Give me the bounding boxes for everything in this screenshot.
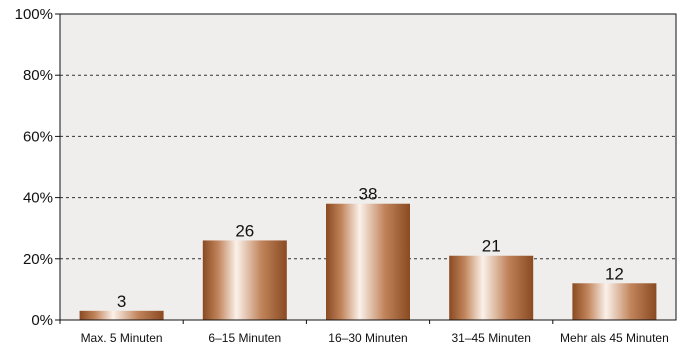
bar — [202, 240, 287, 320]
data-label: 21 — [482, 237, 501, 256]
y-tick-labels: 0% 20% 40% 60% 80% 100% — [15, 6, 53, 329]
axes — [55, 13, 677, 324]
y-tick-label: 0% — [31, 312, 53, 329]
bar — [326, 203, 410, 320]
data-label: 12 — [605, 264, 624, 283]
data-label: 3 — [117, 292, 126, 311]
y-tick-label: 100% — [15, 6, 53, 23]
data-label: 26 — [235, 221, 254, 240]
category-label: 6–15 Minuten — [208, 331, 281, 345]
category-label: 31–45 Minuten — [451, 331, 530, 345]
y-tick-label: 20% — [23, 251, 53, 268]
category-label: 16–30 Minuten — [328, 331, 407, 345]
bars — [79, 203, 657, 320]
bar — [449, 255, 534, 320]
y-tick-label: 80% — [23, 67, 53, 84]
data-label: 38 — [359, 185, 378, 204]
category-label: Max. 5 Minuten — [81, 331, 163, 345]
bar — [79, 310, 164, 320]
plot-frame — [59, 13, 677, 321]
y-tick-label: 60% — [23, 128, 53, 145]
category-label: Mehr als 45 Minuten — [560, 331, 669, 345]
bar — [572, 283, 657, 320]
y-tick-label: 40% — [23, 190, 53, 207]
data-labels: 3 26 38 21 12 — [117, 185, 624, 311]
category-labels: Max. 5 Minuten 6–15 Minuten 16–30 Minuten 3… — [81, 331, 669, 345]
